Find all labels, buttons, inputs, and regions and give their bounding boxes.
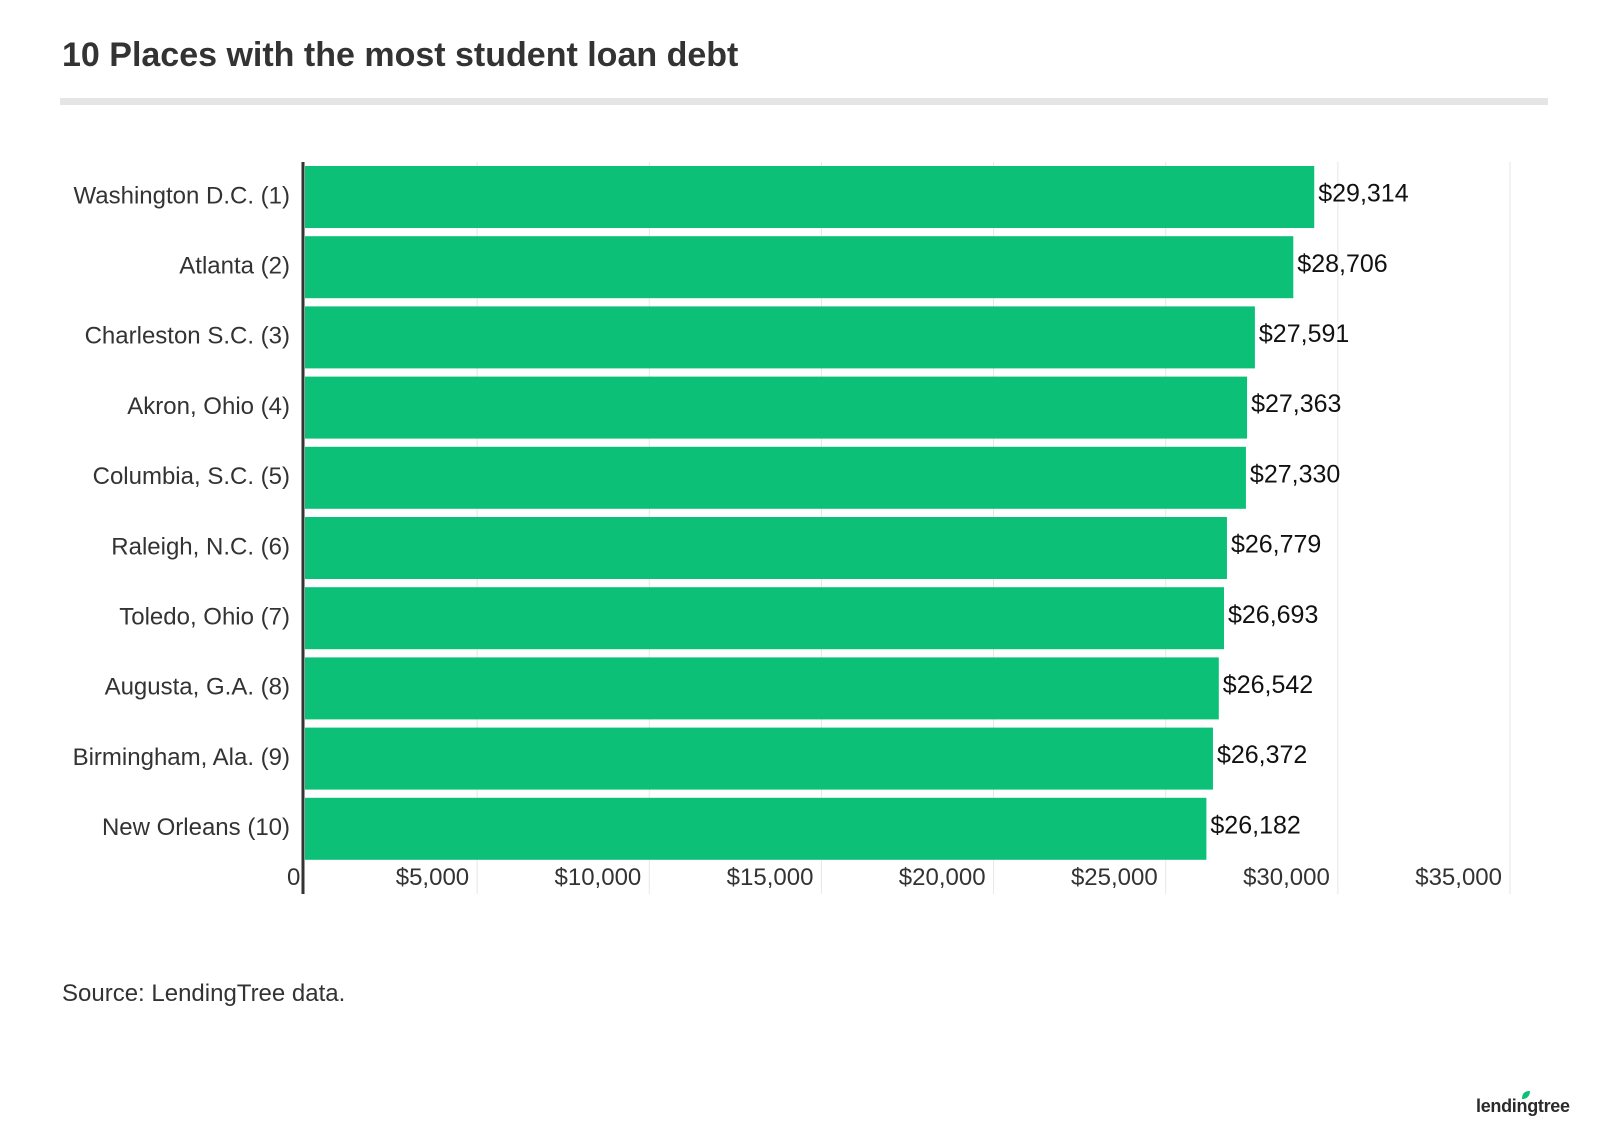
x-tick-label: $15,000: [727, 864, 814, 891]
logo-wordmark: lendingtree: [1476, 1096, 1570, 1116]
bar: [305, 306, 1255, 369]
bar: [305, 517, 1227, 579]
category-labels: Washington D.C. (1) Atlanta (2) Charleston…: [73, 182, 290, 841]
bar: [305, 587, 1225, 650]
x-tick-label: 0: [287, 864, 300, 891]
x-tick-label: $25,000: [1071, 864, 1158, 891]
category-label: Washington D.C. (1): [73, 182, 290, 209]
bar: [305, 446, 1246, 509]
x-axis-ticks: 0 $5,000 $10,000 $15,000 $20,000 $25,000 $30,0…: [287, 864, 1502, 891]
bar: [305, 376, 1248, 439]
x-tick-label: $35,000: [1415, 864, 1502, 891]
category-label: Atlanta (2): [179, 253, 290, 280]
bar-value-label: $26,182: [1210, 811, 1300, 839]
x-tick-label: $20,000: [899, 864, 986, 891]
bar-value-label: $26,693: [1228, 601, 1318, 629]
bar: [305, 657, 1219, 720]
bar-value-label: $26,372: [1217, 741, 1307, 769]
bar-chart: $29,314 $28,706 $27,591 $27,363 $27,330 $26,7…: [73, 162, 1511, 894]
bar-value-label: $29,314: [1318, 180, 1408, 208]
bars: [305, 166, 1315, 860]
lendingtree-logo: lendingtree: [1476, 1090, 1570, 1120]
bar: [305, 236, 1294, 299]
bar-value-label: $26,779: [1231, 531, 1321, 559]
category-label: Charleston S.C. (3): [85, 323, 290, 350]
category-label: New Orleans (10): [102, 814, 290, 841]
bar: [305, 727, 1213, 790]
source-note: Source: LendingTree data.: [62, 980, 346, 1007]
category-label: Columbia, S.C. (5): [93, 463, 290, 490]
category-label: Augusta, G.A. (8): [105, 674, 290, 701]
category-label: Raleigh, N.C. (6): [111, 533, 290, 560]
category-label: Toledo, Ohio (7): [119, 604, 290, 631]
bar-value-label: $28,706: [1297, 250, 1387, 278]
value-labels: $29,314 $28,706 $27,591 $27,363 $27,330 $26,7…: [1210, 180, 1408, 840]
bar-value-label: $26,542: [1223, 671, 1313, 699]
bar: [305, 797, 1207, 860]
x-tick-label: $10,000: [555, 864, 642, 891]
bar-value-label: $27,591: [1259, 320, 1349, 348]
bar: [305, 166, 1315, 228]
x-tick-label: $5,000: [396, 864, 469, 891]
category-label: Birmingham, Ala. (9): [73, 744, 290, 771]
leaf-icon: [1522, 1091, 1530, 1099]
bar-value-label: $27,330: [1250, 460, 1340, 488]
bar-value-label: $27,363: [1251, 390, 1341, 418]
chart-title: 10 Places with the most student loan deb…: [62, 36, 739, 74]
category-label: Akron, Ohio (4): [127, 393, 290, 420]
title-divider: [60, 98, 1548, 105]
x-tick-label: $30,000: [1243, 864, 1330, 891]
